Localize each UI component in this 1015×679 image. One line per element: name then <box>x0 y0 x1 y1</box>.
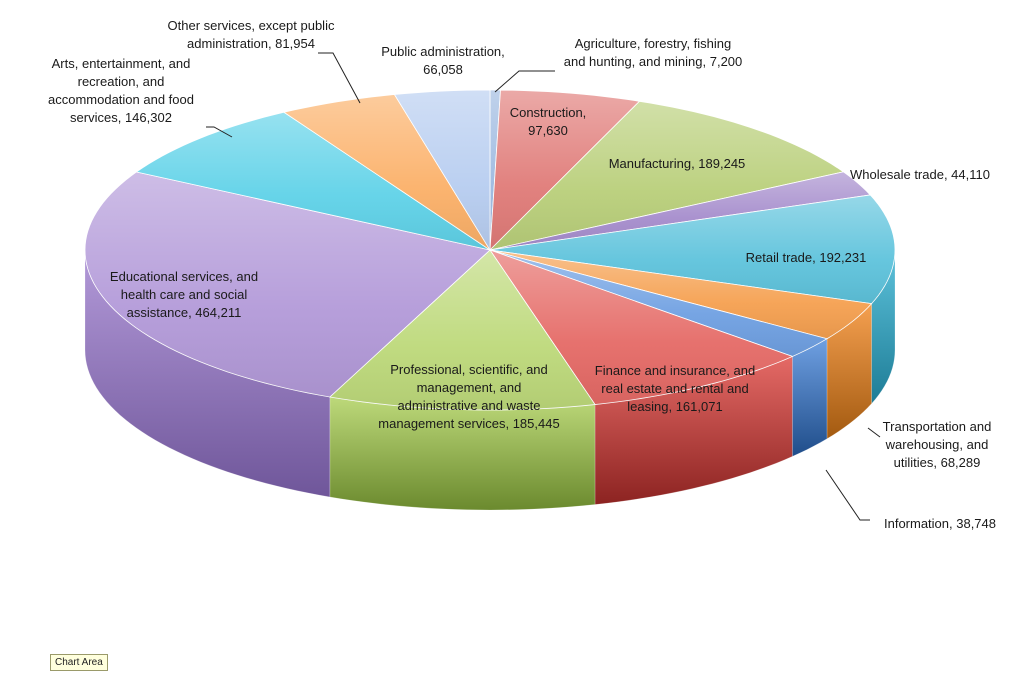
data-label-9: Educational services, and health care and… <box>110 269 258 320</box>
data-label-11: Other services, except public administrat… <box>168 18 335 51</box>
leader-line-10 <box>206 126 233 138</box>
data-label-1: Construction, 97,630 <box>510 105 587 138</box>
data-label-12: Public administration, 66,058 <box>381 44 505 77</box>
data-label-3: Wholesale trade, 44,110 <box>850 167 990 182</box>
pie-side-6[interactable] <box>792 338 828 457</box>
leader-lines <box>206 52 881 521</box>
data-label-5: Transportation and warehousing, and utilit… <box>883 419 992 470</box>
chart-area-tooltip: Chart Area <box>50 654 108 671</box>
data-label-8: Professional, scientific, and management,… <box>378 362 559 431</box>
leader-line-6 <box>825 469 870 521</box>
leader-line-11 <box>318 52 361 104</box>
data-label-0: Agriculture, forestry, fishing and huntin… <box>564 36 743 69</box>
leader-line-0 <box>494 70 555 93</box>
data-label-7: Finance and insurance, and real estate an… <box>595 363 755 414</box>
data-label-10: Arts, entertainment, and recreation, and a… <box>48 56 194 125</box>
data-labels: Agriculture, forestry, fishing and huntin… <box>48 18 996 531</box>
data-label-6: Information, 38,748 <box>884 516 996 531</box>
leader-line-5 <box>867 427 881 438</box>
data-label-4: Retail trade, 192,231 <box>746 250 867 265</box>
pie-side-8[interactable] <box>329 396 596 511</box>
data-label-2: Manufacturing, 189,245 <box>609 156 746 171</box>
